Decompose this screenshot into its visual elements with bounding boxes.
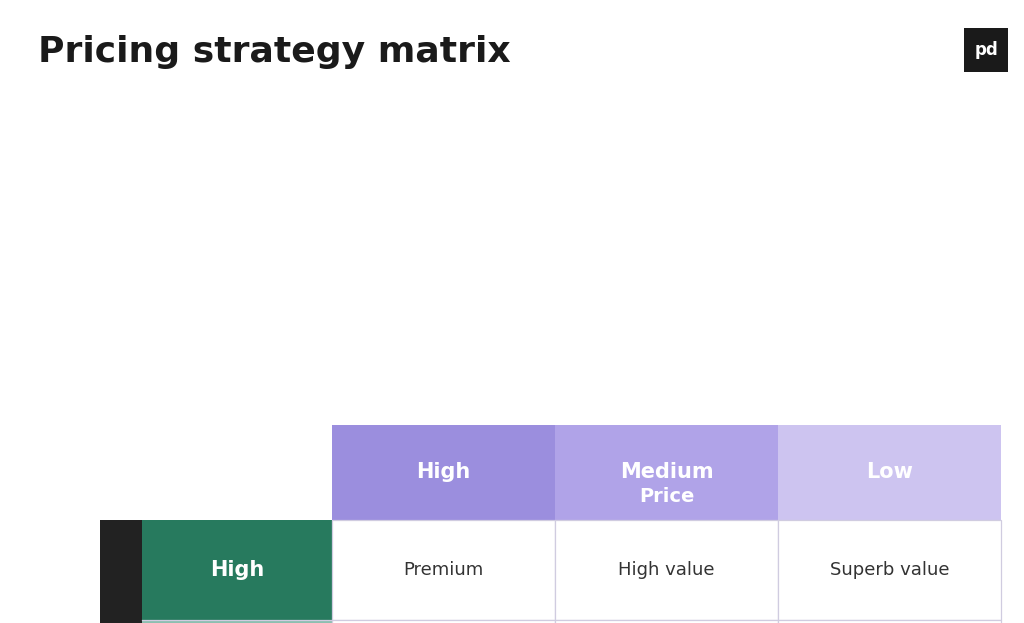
Text: Medium: Medium (620, 462, 714, 482)
Text: High: High (417, 462, 471, 482)
Bar (332, 620, 555, 623)
Bar (964, 28, 1008, 72)
Bar (332, 520, 555, 620)
Text: Low: Low (866, 462, 913, 482)
Text: pd: pd (974, 41, 997, 59)
Text: High: High (210, 560, 264, 580)
Text: Premium: Premium (403, 561, 483, 579)
Text: Price: Price (639, 487, 694, 505)
Bar (778, 620, 1001, 623)
Bar (142, 520, 332, 620)
Bar (555, 425, 778, 520)
Bar (142, 620, 332, 623)
Bar (778, 425, 1001, 520)
Bar (332, 472, 1001, 520)
Text: Superb value: Superb value (829, 561, 949, 579)
Bar (555, 520, 778, 620)
Bar (555, 620, 778, 623)
Bar (100, 520, 142, 623)
Bar (778, 520, 1001, 620)
Text: Pricing strategy matrix: Pricing strategy matrix (38, 35, 511, 69)
Bar (332, 425, 555, 520)
Text: High value: High value (618, 561, 715, 579)
